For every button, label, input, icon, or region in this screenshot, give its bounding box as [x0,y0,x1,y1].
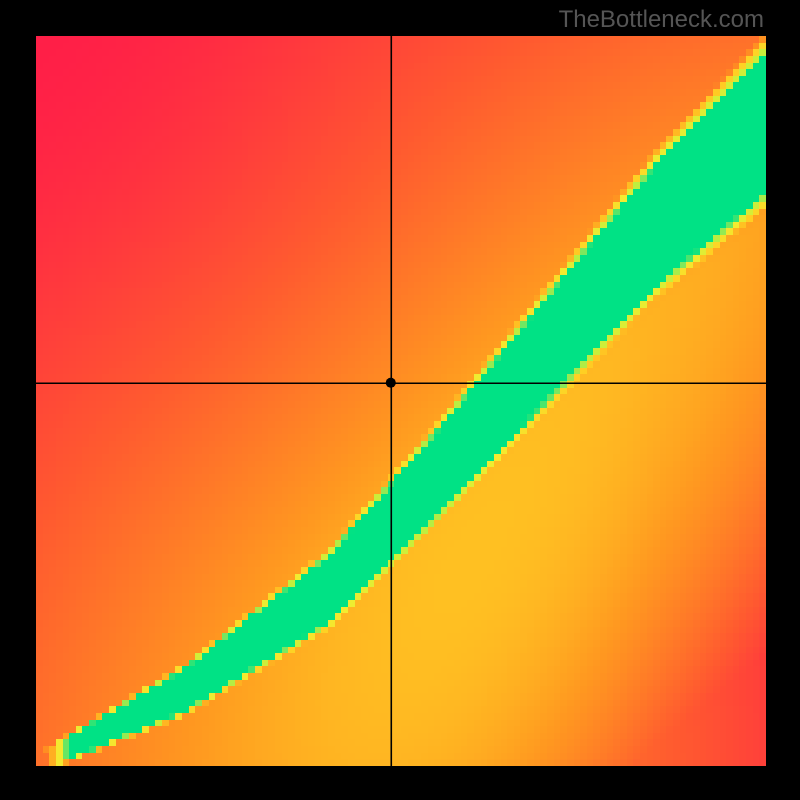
heatmap-canvas [0,0,800,800]
watermark-text: TheBottleneck.com [559,6,764,34]
chart-root: TheBottleneck.com [0,0,800,800]
